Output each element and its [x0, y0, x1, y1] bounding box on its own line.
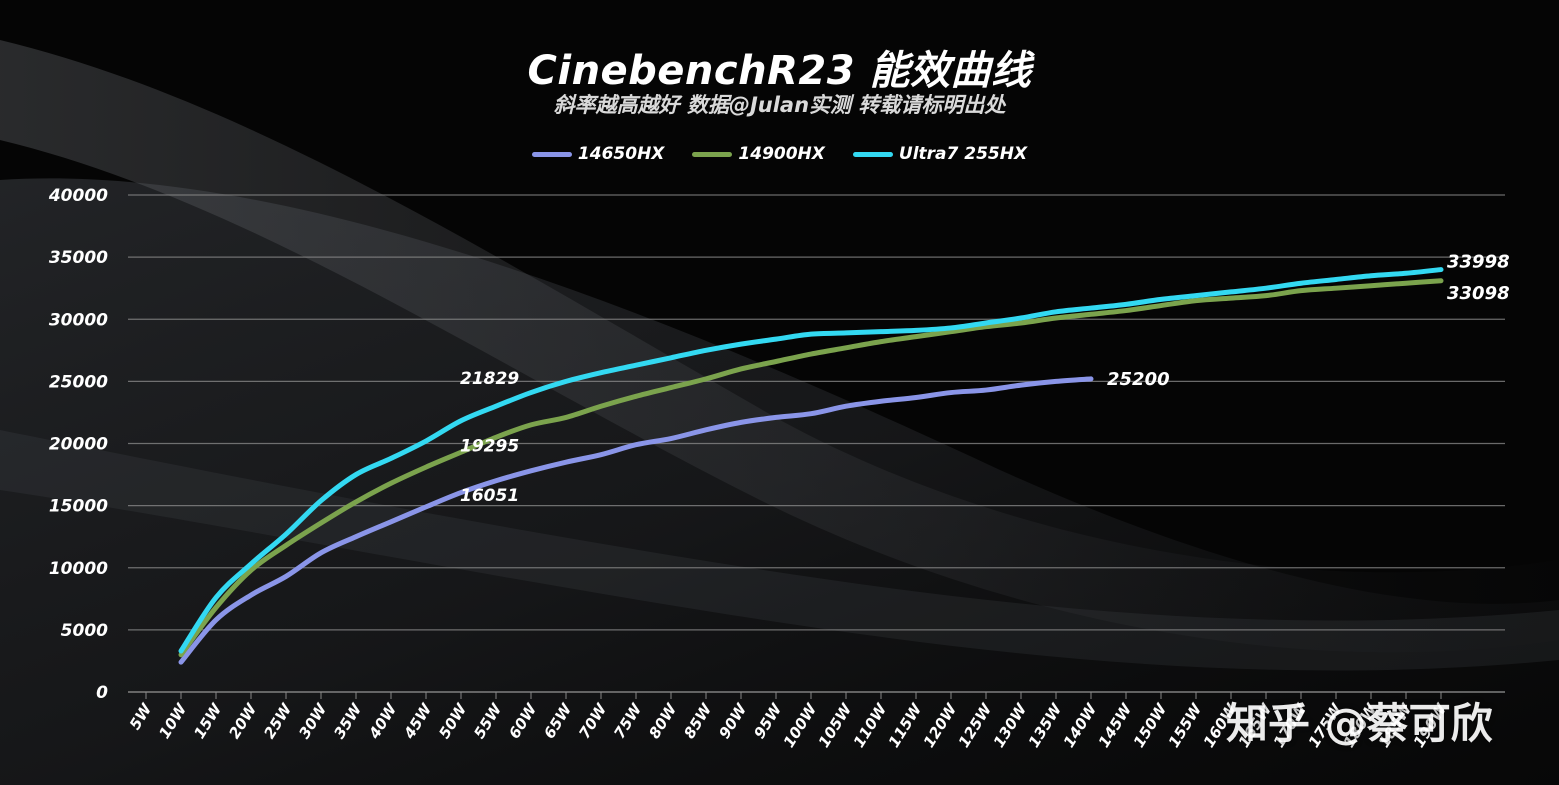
- end-data-label: 33998: [1447, 252, 1510, 273]
- y-tick-label: 40000: [48, 186, 108, 206]
- data-label: 19295: [460, 436, 519, 456]
- x-tick-label: 35W: [330, 699, 366, 742]
- x-tick-label: 70W: [575, 699, 611, 742]
- legend-item-14900hx: 14900HX: [692, 144, 825, 164]
- legend-swatch-14650hx: [531, 151, 572, 157]
- x-tick-label: 10W: [155, 699, 191, 742]
- x-tick-label: 30W: [295, 699, 331, 742]
- x-tick-label: 95W: [750, 699, 786, 742]
- x-tick-label: 135W: [1025, 699, 1066, 750]
- x-tick-label: 120W: [920, 699, 961, 750]
- legend-label-ultra7-255hx: Ultra7 255HX: [898, 144, 1028, 164]
- legend-item-14650hx: 14650HX: [531, 144, 665, 164]
- x-tick-label: 55W: [470, 699, 506, 742]
- series-line-ultra7-255hx: [178, 267, 1444, 654]
- legend: 14650HX 14900HX Ultra7 255HX: [0, 144, 1559, 164]
- x-tick-label: 45W: [400, 699, 436, 742]
- x-tick-label: 100W: [780, 699, 821, 750]
- y-tick-label: 0: [96, 683, 108, 703]
- x-tick-label: 25W: [260, 699, 296, 742]
- x-tick-label: 5W: [126, 699, 156, 733]
- x-tick-label: 115W: [885, 699, 926, 750]
- watermark: 知乎 @蔡可欣: [1226, 699, 1493, 748]
- y-tick-label: 25000: [49, 372, 108, 392]
- series-line-14650hx: [178, 376, 1094, 665]
- legend-swatch-14900hx: [692, 151, 733, 157]
- x-tick-label: 75W: [610, 699, 646, 742]
- x-tick-label: 150W: [1130, 699, 1171, 750]
- data-label: 21829: [460, 369, 519, 389]
- x-tick-label: 140W: [1060, 699, 1101, 750]
- x-tick-label: 60W: [505, 699, 541, 742]
- x-tick-label: 105W: [815, 699, 856, 750]
- series-line-14900hx: [178, 278, 1444, 658]
- chart-title: CinebenchR23 能效曲线: [527, 48, 1032, 94]
- x-tick-label: 15W: [190, 699, 226, 742]
- y-tick-label: 15000: [49, 497, 108, 517]
- x-tick-label: 65W: [540, 699, 576, 742]
- x-tick-label: 90W: [715, 699, 751, 742]
- x-tick-label: 155W: [1165, 699, 1206, 750]
- x-tick-label: 80W: [645, 699, 681, 742]
- y-tick-label: 5000: [61, 621, 108, 641]
- legend-label-14900hx: 14900HX: [738, 144, 825, 164]
- x-tick-label: 145W: [1095, 699, 1136, 750]
- legend-label-14650hx: 14650HX: [577, 144, 665, 164]
- legend-item-ultra7-255hx: Ultra7 255HX: [852, 144, 1028, 164]
- x-tick-label: 50W: [435, 699, 471, 742]
- end-data-label: 25200: [1107, 369, 1170, 390]
- x-tick-label: 125W: [955, 699, 996, 750]
- data-label: 16051: [460, 486, 519, 506]
- chart-subtitle: 斜率越高越好 数据@Julan实测 转载请标明出处: [553, 93, 1006, 117]
- x-tick-label: 110W: [850, 699, 891, 750]
- end-data-label: 33098: [1447, 283, 1510, 304]
- legend-swatch-ultra7-255hx: [852, 151, 893, 157]
- y-tick-label: 20000: [49, 435, 108, 455]
- y-tick-label: 35000: [49, 248, 108, 268]
- y-tick-label: 30000: [49, 310, 108, 330]
- x-tick-label: 85W: [680, 699, 716, 742]
- x-tick-label: 130W: [990, 699, 1031, 750]
- y-tick-label: 10000: [49, 559, 108, 579]
- x-tick-label: 20W: [225, 699, 261, 742]
- x-tick-label: 40W: [365, 699, 401, 742]
